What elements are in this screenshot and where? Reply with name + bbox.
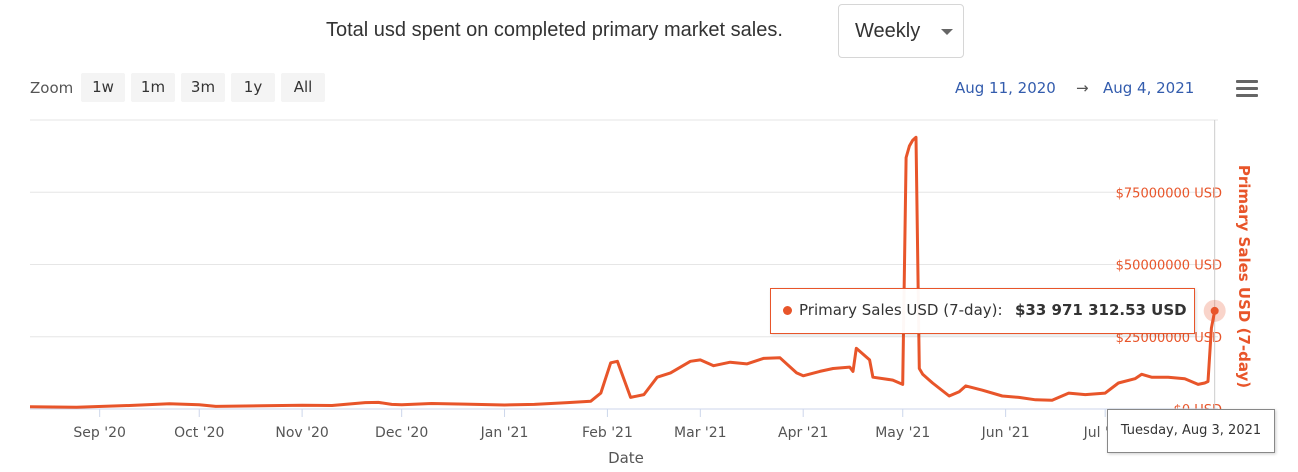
y-tick-label: $25000000 USD	[1116, 331, 1222, 346]
zoom-all-button[interactable]: All	[281, 73, 325, 102]
series-line-primary-sales[interactable]	[29, 135, 1217, 409]
x-axis-ticks: Sep '20 Oct '20 Nov '20 Dec '20 Jan '21 Feb '…	[73, 409, 1127, 441]
zoom-1m-button[interactable]: 1m	[131, 73, 175, 102]
period-select-value: Weekly	[855, 20, 921, 42]
x-tick-label: Sep '20	[73, 425, 126, 441]
zoom-1w-button[interactable]: 1w	[81, 73, 125, 102]
header: Total usd spent on completed primary mar…	[0, 0, 1298, 64]
x-tick-label: Apr '21	[778, 425, 828, 441]
x-tick-label: Oct '20	[174, 425, 224, 441]
zoom-1y-button[interactable]: 1y	[231, 73, 275, 102]
tooltip-series-label: Primary Sales USD (7-day):	[799, 301, 1003, 319]
chart-title: Total usd spent on completed primary mar…	[326, 19, 783, 41]
period-select[interactable]: Weekly	[838, 4, 964, 58]
zoom-label: Zoom	[30, 79, 74, 97]
x-tick-label: Jan '21	[480, 425, 529, 441]
grid-lines	[30, 119, 1218, 338]
hamburger-menu-icon[interactable]	[1236, 80, 1258, 98]
x-tick-label: Feb '21	[582, 425, 633, 441]
hover-point[interactable]	[1210, 306, 1219, 315]
y-tick-label: $50000000 USD	[1116, 259, 1222, 274]
y-axis-ticks: $0 USD$25000000 USD$50000000 USD$7500000…	[1116, 186, 1222, 418]
y-axis-title: Primary Sales USD (7-day)	[1235, 165, 1253, 388]
x-tick-label: Dec '20	[375, 425, 428, 441]
range-from-input[interactable]: Aug 11, 2020	[955, 79, 1056, 97]
chart-area: $0 USD$25000000 USD$50000000 USD$7500000…	[29, 119, 1253, 467]
chevron-down-icon	[941, 29, 953, 35]
x-axis-title: Date	[608, 449, 644, 467]
x-tick-label: Mar '21	[674, 425, 727, 441]
x-tick-label: Jun '21	[981, 425, 1030, 441]
range-arrow: →	[1076, 79, 1089, 97]
range-to-input[interactable]: Aug 4, 2021	[1103, 79, 1195, 97]
series-tooltip: Primary Sales USD (7-day): $33 971 312.5…	[770, 288, 1195, 334]
tooltip-series-dot	[783, 306, 792, 315]
zoom-3m-button[interactable]: 3m	[181, 73, 225, 102]
y-tick-label: $75000000 USD	[1116, 186, 1222, 201]
tooltip-value: $33 971 312.53 USD	[1015, 301, 1187, 319]
x-tick-label: May '21	[875, 425, 930, 441]
x-tick-label: Nov '20	[275, 425, 328, 441]
date-tooltip: Tuesday, Aug 3, 2021	[1107, 409, 1275, 453]
